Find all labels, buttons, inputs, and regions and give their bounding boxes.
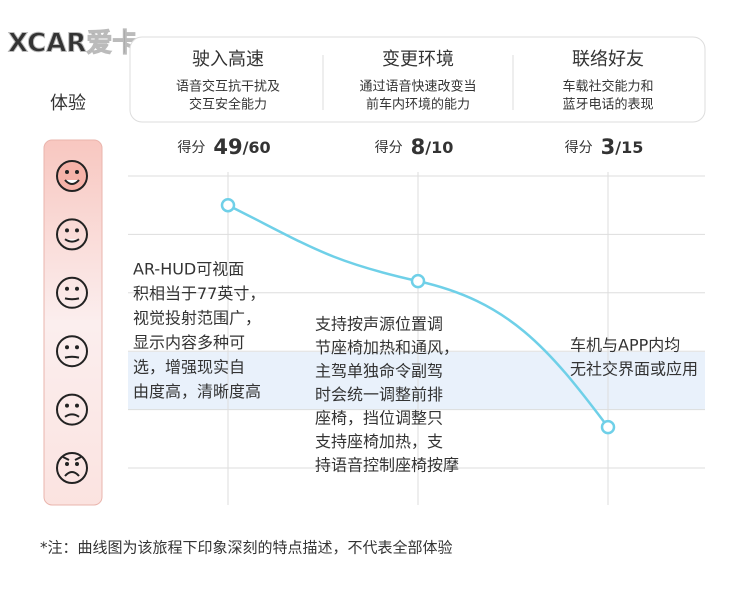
annotation: 车机与APP内均 (570, 336, 680, 355)
category-desc: 车载社交能力和 (562, 79, 653, 95)
highlight-band (128, 352, 705, 410)
annotation: 视觉投射范围广， (133, 309, 261, 328)
annotation: 座椅，挡位调整只 (315, 409, 443, 428)
score: 得分 49/60 (177, 135, 270, 159)
eye (65, 170, 69, 174)
annotation: 持语音控制座椅按摩 (315, 456, 459, 475)
category-desc: 语音交互抗干扰及 (176, 79, 280, 95)
score-total: /60 (243, 138, 271, 157)
eye (65, 345, 69, 350)
eye (65, 228, 69, 233)
point (220, 197, 236, 213)
brow (74, 456, 82, 461)
annotation: AR-HUD可视面 (133, 260, 244, 279)
level-face (56, 218, 88, 251)
eye (75, 228, 79, 233)
annotation: 选，增强现实自 (133, 358, 245, 377)
annotation: 主驾单独命令副驾 (315, 362, 443, 381)
eye (75, 170, 79, 174)
annotation: 节座椅加热和通风， (315, 338, 459, 357)
header-box (129, 36, 706, 123)
note: *注：曲线图为该旅程下印象深刻的特点描述，不代表全部体验 (40, 539, 453, 557)
face (56, 393, 88, 426)
level-face (56, 452, 88, 484)
face (56, 160, 88, 192)
point (600, 419, 616, 435)
score-label: 得分 (177, 139, 205, 156)
annotation: 由度高，清晰度高 (133, 382, 261, 401)
face (56, 276, 88, 309)
score-label: 得分 (565, 139, 593, 156)
y-label: 体验 (50, 93, 86, 114)
face (56, 335, 88, 368)
face (56, 218, 88, 251)
category-desc: 交互安全能力 (189, 97, 267, 113)
mouth (64, 471, 80, 477)
category-desc: 通过语音快速改变当 (359, 79, 476, 95)
point (410, 273, 426, 289)
logo: XCAR爱卡 (8, 29, 138, 59)
eye (65, 462, 69, 466)
score-total: /15 (615, 138, 643, 157)
category-title: 驶入高速 (192, 49, 264, 70)
eye (75, 462, 79, 466)
annotation: 显示内容多种可 (133, 333, 245, 352)
annotation: 积相当于77英寸， (133, 284, 265, 303)
mouth (64, 297, 80, 301)
mouth (64, 413, 80, 418)
category-desc: 蓝牙电话的表现 (562, 97, 653, 113)
eye (65, 403, 69, 408)
mouth (64, 355, 80, 359)
category-desc: 前车内环境的能力 (366, 97, 470, 113)
level-face (56, 160, 88, 192)
brow (62, 456, 70, 461)
category-title: 变更环境 (382, 49, 454, 70)
score-label: 得分 (375, 139, 403, 156)
score: 得分 3/15 (565, 135, 644, 159)
category-title: 联络好友 (572, 49, 644, 70)
score-value: 8 (411, 135, 426, 159)
score-total: /10 (425, 138, 453, 157)
mouth (64, 238, 80, 243)
score: 得分 8/10 (375, 135, 454, 159)
eye (75, 345, 79, 350)
annotation: 支持座椅加热，支 (315, 432, 443, 451)
eye (65, 286, 69, 291)
level-face (56, 276, 88, 309)
face (56, 452, 88, 484)
score-value: 49 (213, 135, 242, 159)
annotation: 支持按声源位置调 (315, 315, 443, 334)
level-face (56, 393, 88, 426)
emoji-pill (43, 139, 103, 506)
mouth (64, 179, 80, 185)
annotation: 无社交界面或应用 (570, 360, 698, 379)
annotation: 时会统一调整前排 (315, 385, 443, 404)
eye (75, 286, 79, 291)
score-value: 3 (601, 135, 616, 159)
level-face (56, 335, 88, 368)
eye (75, 403, 79, 408)
